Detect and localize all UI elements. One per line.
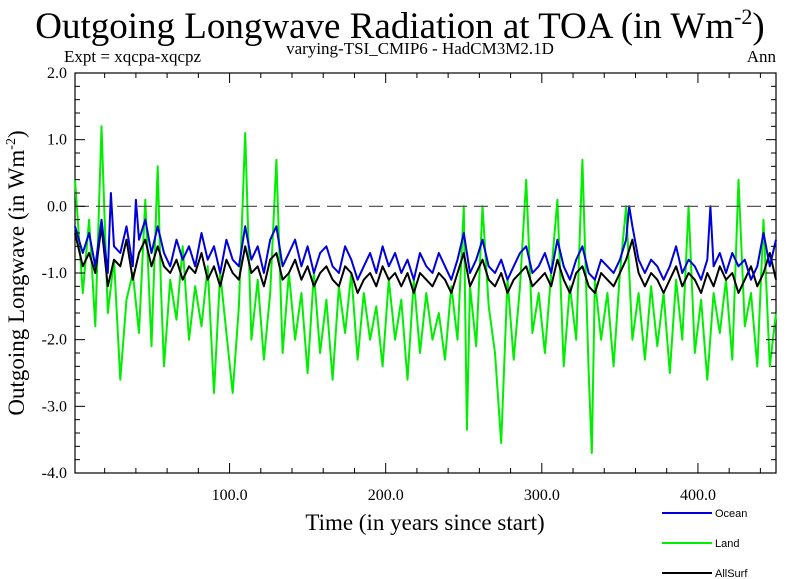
x-tick-label: 300.0 — [524, 487, 560, 504]
y-tick-label: 0.0 — [47, 198, 67, 215]
x-axis-label: Time (in years since start) — [305, 510, 544, 535]
series-line-allsurf — [74, 225, 777, 294]
legend: Ocean Land AllSurf — [662, 508, 748, 579]
legend-label-land: Land — [715, 538, 739, 550]
x-tick-label: 100.0 — [212, 487, 248, 504]
series-line-ocean — [74, 192, 777, 281]
subtitle-center: varying-TSI_CMIP6 - HadCM3M2.1D — [286, 39, 554, 58]
y-tick-label: -3.0 — [42, 398, 67, 415]
y-tick-label: 2.0 — [47, 65, 67, 82]
series-line-land — [74, 125, 777, 454]
x-tick-label: 400.0 — [680, 487, 716, 504]
y-tick-label: -4.0 — [42, 465, 67, 482]
series-layer — [74, 125, 777, 454]
legend-label-ocean: Ocean — [715, 508, 747, 520]
y-tick-label: -2.0 — [42, 332, 67, 349]
subtitle-left: Expt = xqcpa-xqcpz — [64, 47, 201, 66]
x-tick-label: 200.0 — [368, 487, 404, 504]
subtitle-right: Ann — [747, 47, 777, 66]
y-axis-label: Outgoing Longwave (in Wm-2) — [4, 130, 29, 415]
y-tick-label: 1.0 — [47, 132, 67, 149]
legend-label-allsurf: AllSurf — [715, 568, 748, 579]
axis-layer: -4.0 -3.0 -2.0 -1.0 0.0 1.0 2.0 100.0 200.0 300.0… — [42, 65, 776, 504]
y-tick-label: -1.0 — [42, 265, 67, 282]
chart-title: Outgoing Longwave Radiation at TOA (in W… — [35, 4, 764, 47]
